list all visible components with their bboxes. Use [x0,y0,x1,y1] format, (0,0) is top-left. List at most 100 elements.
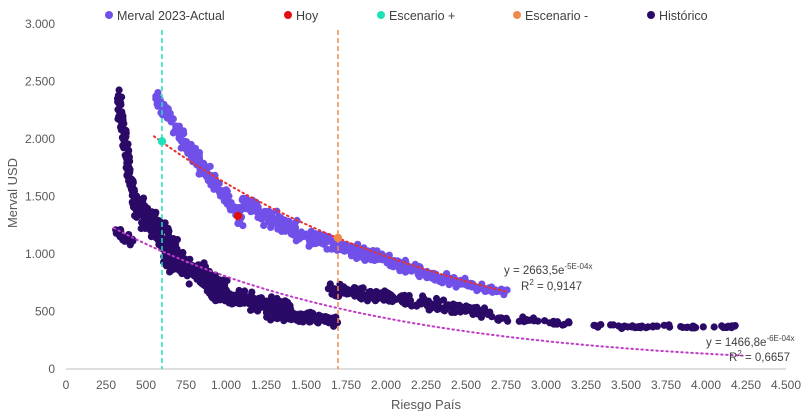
historico-point [153,228,161,237]
merval-point [359,254,367,262]
historico-point [172,257,180,265]
historico-point [553,318,562,326]
historico-point [216,288,224,296]
historico-point [114,115,122,123]
x-tick-label: 500 [136,378,156,392]
scatter-points [112,86,739,333]
x-tick-label: 1.250 [251,378,281,392]
historico-point [280,311,288,319]
merval-point [281,219,289,227]
merval-point [244,202,252,210]
merval-point [210,185,218,193]
historico-point [221,282,229,290]
historico-point [211,273,219,282]
legend-label-merval: Merval 2023-Actual [117,9,225,23]
historico-point [477,313,485,321]
x-tick-label: 3.250 [571,378,601,392]
merval-point [183,140,191,148]
escenario-plus-point [157,137,167,146]
historico-point [349,286,358,294]
merval-point [206,162,214,170]
historico-point [609,321,618,329]
merval-point [434,275,442,283]
merval-point [305,236,313,244]
merval-point [274,225,282,233]
merval-point [195,149,204,157]
merval-point [333,243,341,251]
historico-point [324,313,332,322]
merval-point [153,100,161,108]
historico-point [592,322,600,330]
historico-point [710,323,718,331]
historico-point [289,311,297,320]
historico-point [247,306,255,314]
merval-point [167,118,175,126]
merval-point [176,135,184,143]
y-tick-label: 500 [35,305,55,319]
legend-marker-escenario-minus [513,11,521,19]
merval-point [327,237,335,246]
historico-point [241,287,249,295]
trendline-annotation-historico: y = 1466,8e-6E-04x R2 = 0,6657 [706,334,794,364]
trend-eq-historico-base: y = 1466,8e [706,337,766,349]
legend-label-historico: Histórico [659,9,708,23]
historico-point [276,299,285,307]
historico-point [677,323,685,331]
historico-point [519,313,527,321]
merval-point [352,244,360,253]
historico-point [444,301,452,309]
historico-point [690,323,698,331]
merval-point [314,232,322,240]
merval-point [287,221,295,229]
legend-marker-historico [647,11,655,19]
historico-point [326,280,334,288]
merval-point [260,221,268,230]
historico-point [682,323,691,332]
historico-point [245,294,253,302]
merval-point [248,196,256,204]
legend-item-escenario-plus: Escenario + [377,9,455,23]
legend-item-merval: Merval 2023-Actual [105,9,225,23]
historico-point [273,308,281,317]
merval-point [251,206,259,214]
historico-point [137,224,145,233]
legend-marker-merval [105,11,113,19]
historico-point [525,316,533,324]
historico-point [146,212,155,221]
legend-item-escenario-minus: Escenario - [513,9,588,23]
historico-point [482,309,491,317]
historico-point [461,307,470,315]
x-tick-label: 1.500 [291,378,321,392]
historico-point [128,235,137,243]
historico-point [359,284,367,292]
historico-point [183,270,192,278]
historico-point [488,313,496,321]
legend-marker-escenario-plus [377,11,385,19]
merval-point [164,105,172,113]
historico-point [137,210,145,218]
merval-point [445,281,453,289]
merval-point [172,122,180,130]
historico-point [299,315,307,323]
historico-point [560,320,568,328]
merval-point [226,204,234,212]
y-axis-title: Merval USD [5,158,20,228]
legend-item-historico: Histórico [647,9,708,23]
x-tick-label: 2.750 [491,378,521,392]
x-axis-ticks: 0 250 500 750 1.000 1.250 1.500 1.750 2.000 2.250… [63,378,802,392]
merval-point [340,243,349,251]
trendline-historico [113,227,747,357]
y-tick-label: 0 [48,362,55,376]
x-tick-label: 250 [96,378,116,392]
historico-point [173,247,181,255]
x-tick-label: 2.000 [371,378,401,392]
x-tick-label: 3.750 [651,378,681,392]
x-tick-label: 750 [176,378,196,392]
merval-point [313,239,321,247]
reference-lines [113,30,747,369]
historico-point [159,243,167,251]
merval-point [401,264,409,272]
x-tick-label: 3.000 [531,378,561,392]
merval-point [477,284,485,292]
